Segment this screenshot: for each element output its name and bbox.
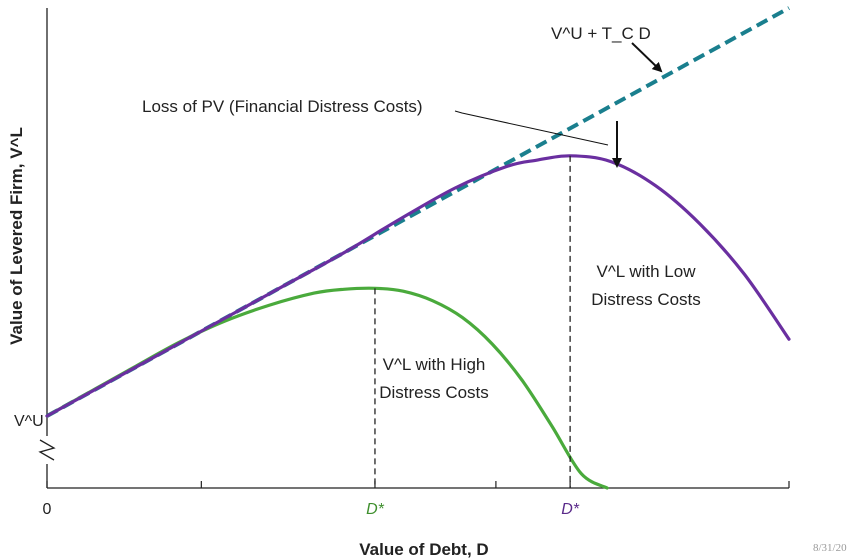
tangent-line-label: V^U + T_C D xyxy=(551,24,651,43)
low-distress-label-2: Distress Costs xyxy=(591,290,701,309)
x-tick-label-2: D* xyxy=(366,501,385,518)
high-distress-label: V^L with High xyxy=(383,355,486,374)
loss-of-pv-label: Loss of PV (Financial Distress Costs) xyxy=(142,97,423,116)
tangent-arrow xyxy=(631,42,663,73)
x-tick-labels: 0 D* D* xyxy=(43,501,580,518)
axis-break-mark xyxy=(38,436,56,464)
x-axis-title: Value of Debt, D xyxy=(359,540,488,559)
x-tick-label-4: D* xyxy=(561,501,580,518)
series-line-2 xyxy=(45,286,609,490)
loss-of-pv-leader-line xyxy=(454,110,609,146)
date-stamp: 8/31/20 xyxy=(813,542,847,554)
low-distress-label: V^L with Low xyxy=(596,262,696,281)
x-tick-label-0: 0 xyxy=(43,501,52,518)
vertical-markers xyxy=(374,155,571,488)
x-tick-marks xyxy=(46,481,790,488)
series-line-1 xyxy=(45,154,791,418)
y-intercept-label: V^U xyxy=(14,413,44,430)
y-axis-title: Value of Levered Firm, V^L xyxy=(7,127,26,345)
series-line-0 xyxy=(46,6,790,418)
series-layer xyxy=(45,6,791,490)
high-distress-label-2: Distress Costs xyxy=(379,383,489,402)
